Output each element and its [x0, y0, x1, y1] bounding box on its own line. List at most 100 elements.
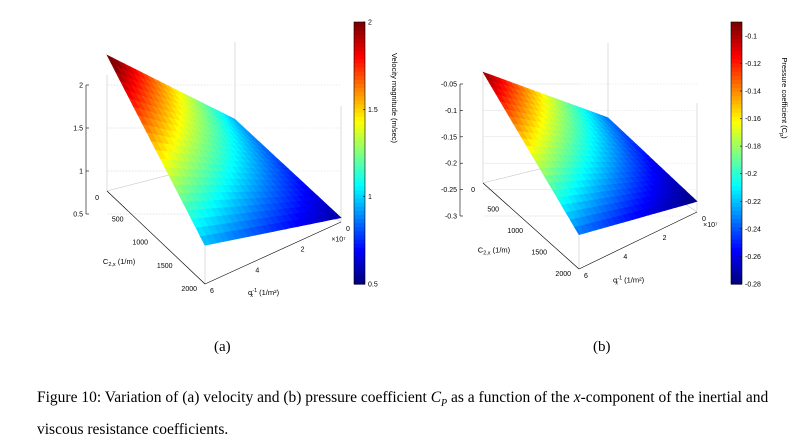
colorbar-segment	[354, 271, 365, 277]
colorbar-segment	[731, 116, 742, 121]
colorbar-segment	[731, 251, 742, 256]
colorbar-segment	[731, 103, 742, 109]
colorbar-segment	[354, 177, 365, 183]
y-tick-label: 500	[112, 216, 124, 223]
z-tick-label: 1	[79, 169, 83, 176]
colorbar-segment	[354, 255, 365, 261]
colorbar-segment	[731, 218, 742, 224]
colorbar-segment	[354, 22, 365, 27]
colorbar-segment	[731, 153, 742, 158]
figure-panel-b: -0.3 -0.25 -0.2 -0.15 -0.1 -0.05 0 500 1000 1500 2…	[399, 0, 799, 320]
colorbar-segment	[354, 206, 365, 211]
colorbar-segment	[731, 107, 742, 113]
colorbar-segment	[731, 128, 742, 134]
z-tick-label: -0.15	[441, 134, 457, 141]
colorbar-tick-label: -0.18	[745, 144, 761, 151]
colorbar-segment	[354, 230, 365, 236]
colorbar-segment	[731, 243, 742, 248]
colorbar-segment	[731, 75, 742, 80]
figure-panel-a: 0.5 1 1.5 2 0 500 1000 1500 2000 C2,x (1/m) 0 2 4 6 ×1…	[0, 0, 400, 320]
colorbar-segment	[731, 34, 742, 39]
colorbar-segment	[354, 161, 365, 166]
colorbar-segment	[354, 83, 365, 89]
colorbar-segment	[354, 169, 365, 175]
colorbar-segment	[354, 202, 365, 207]
colorbar-segment	[731, 136, 742, 142]
colorbar-segment	[731, 234, 742, 240]
colorbar-tick-label: 1.5	[368, 107, 378, 114]
colorbar-segment	[731, 140, 742, 146]
colorbar-segment	[731, 144, 742, 150]
colorbar-segment	[731, 157, 742, 162]
colorbar-segment	[354, 34, 365, 39]
colorbar-segment	[354, 279, 365, 285]
colorbar-tick-label: -0.22	[745, 199, 761, 206]
colorbar-segment	[354, 54, 365, 60]
y-tick-label: 1000	[132, 240, 148, 247]
colorbar-tick-label: -0.14	[745, 88, 761, 95]
x-tick-label: 4	[623, 254, 627, 261]
colorbar-segment	[731, 222, 742, 228]
colorbar-segment	[354, 226, 365, 232]
z-tick-label: -0.3	[445, 214, 457, 221]
colorbar-segment	[731, 259, 742, 265]
colorbar-segment	[354, 243, 365, 248]
x-axis-line	[578, 211, 698, 270]
colorbar-segment	[354, 42, 365, 48]
colorbar-segment	[731, 214, 742, 220]
colorbar-segment	[354, 26, 365, 31]
z-tick-label: 1.5	[73, 126, 83, 133]
x-tick-label: 2	[663, 235, 667, 242]
colorbar-segment	[731, 50, 742, 56]
colorbar-tick-label: -0.28	[745, 282, 761, 289]
colorbar-segment	[354, 189, 365, 195]
colorbar-segment	[731, 46, 742, 52]
colorbar-tick-label: -0.2	[745, 171, 757, 178]
colorbar-segment	[731, 91, 742, 97]
surface-patch	[687, 197, 698, 204]
colorbar-segment	[354, 95, 365, 101]
y-tick-label: 0	[95, 195, 99, 202]
x-multiplier: ×10⁷	[703, 222, 718, 229]
colorbar-segment	[354, 148, 365, 154]
colorbar-tick-label: -0.26	[745, 254, 761, 261]
colorbar-segment	[731, 267, 742, 273]
colorbar-segment	[731, 226, 742, 232]
colorbar-segment	[731, 79, 742, 84]
y-tick-label: 1500	[531, 250, 547, 257]
colorbar-segment	[731, 112, 742, 117]
colorbar-segment	[354, 67, 365, 72]
colorbar-tick-label: -0.24	[745, 226, 761, 233]
colorbar-segment	[731, 193, 742, 199]
colorbar-segment	[731, 263, 742, 269]
figure-caption: Figure 10: Variation of (a) velocity and…	[37, 385, 782, 443]
y-tick-label: 500	[487, 207, 499, 214]
caption-var: CP	[430, 389, 448, 410]
colorbar-segment	[354, 116, 365, 121]
colorbar-segment	[354, 275, 365, 281]
colorbar-segment	[354, 71, 365, 76]
colorbar-segment	[354, 107, 365, 113]
colorbar-segment	[731, 42, 742, 48]
colorbar-segment	[731, 120, 742, 125]
z-tick-label: -0.25	[441, 187, 457, 194]
colorbar-segment	[354, 46, 365, 52]
x-axis-label: α-1 x (1/m²)	[613, 276, 645, 287]
colorbar-frame	[730, 21, 743, 285]
y-tick-label: 2000	[555, 271, 571, 278]
subfigure-label-b: (b)	[593, 339, 611, 355]
colorbar-segment	[731, 87, 742, 93]
colorbar-label: Velocity magnitude (m/sec)	[390, 53, 399, 144]
colorbar-segment	[731, 30, 742, 35]
colorbar-tick-label: 2	[368, 20, 372, 27]
colorbar-segment	[354, 238, 365, 244]
colorbar-segment	[354, 153, 365, 158]
colorbar-segment	[731, 148, 742, 154]
z-tick-label: 0.5	[73, 212, 83, 219]
colorbar-segment	[731, 202, 742, 207]
colorbar-segment	[731, 230, 742, 236]
colorbar-segment	[354, 193, 365, 199]
colorbar-segment	[731, 238, 742, 244]
colorbar-segment	[354, 136, 365, 142]
colorbar-tick-label: -0.16	[745, 116, 761, 123]
